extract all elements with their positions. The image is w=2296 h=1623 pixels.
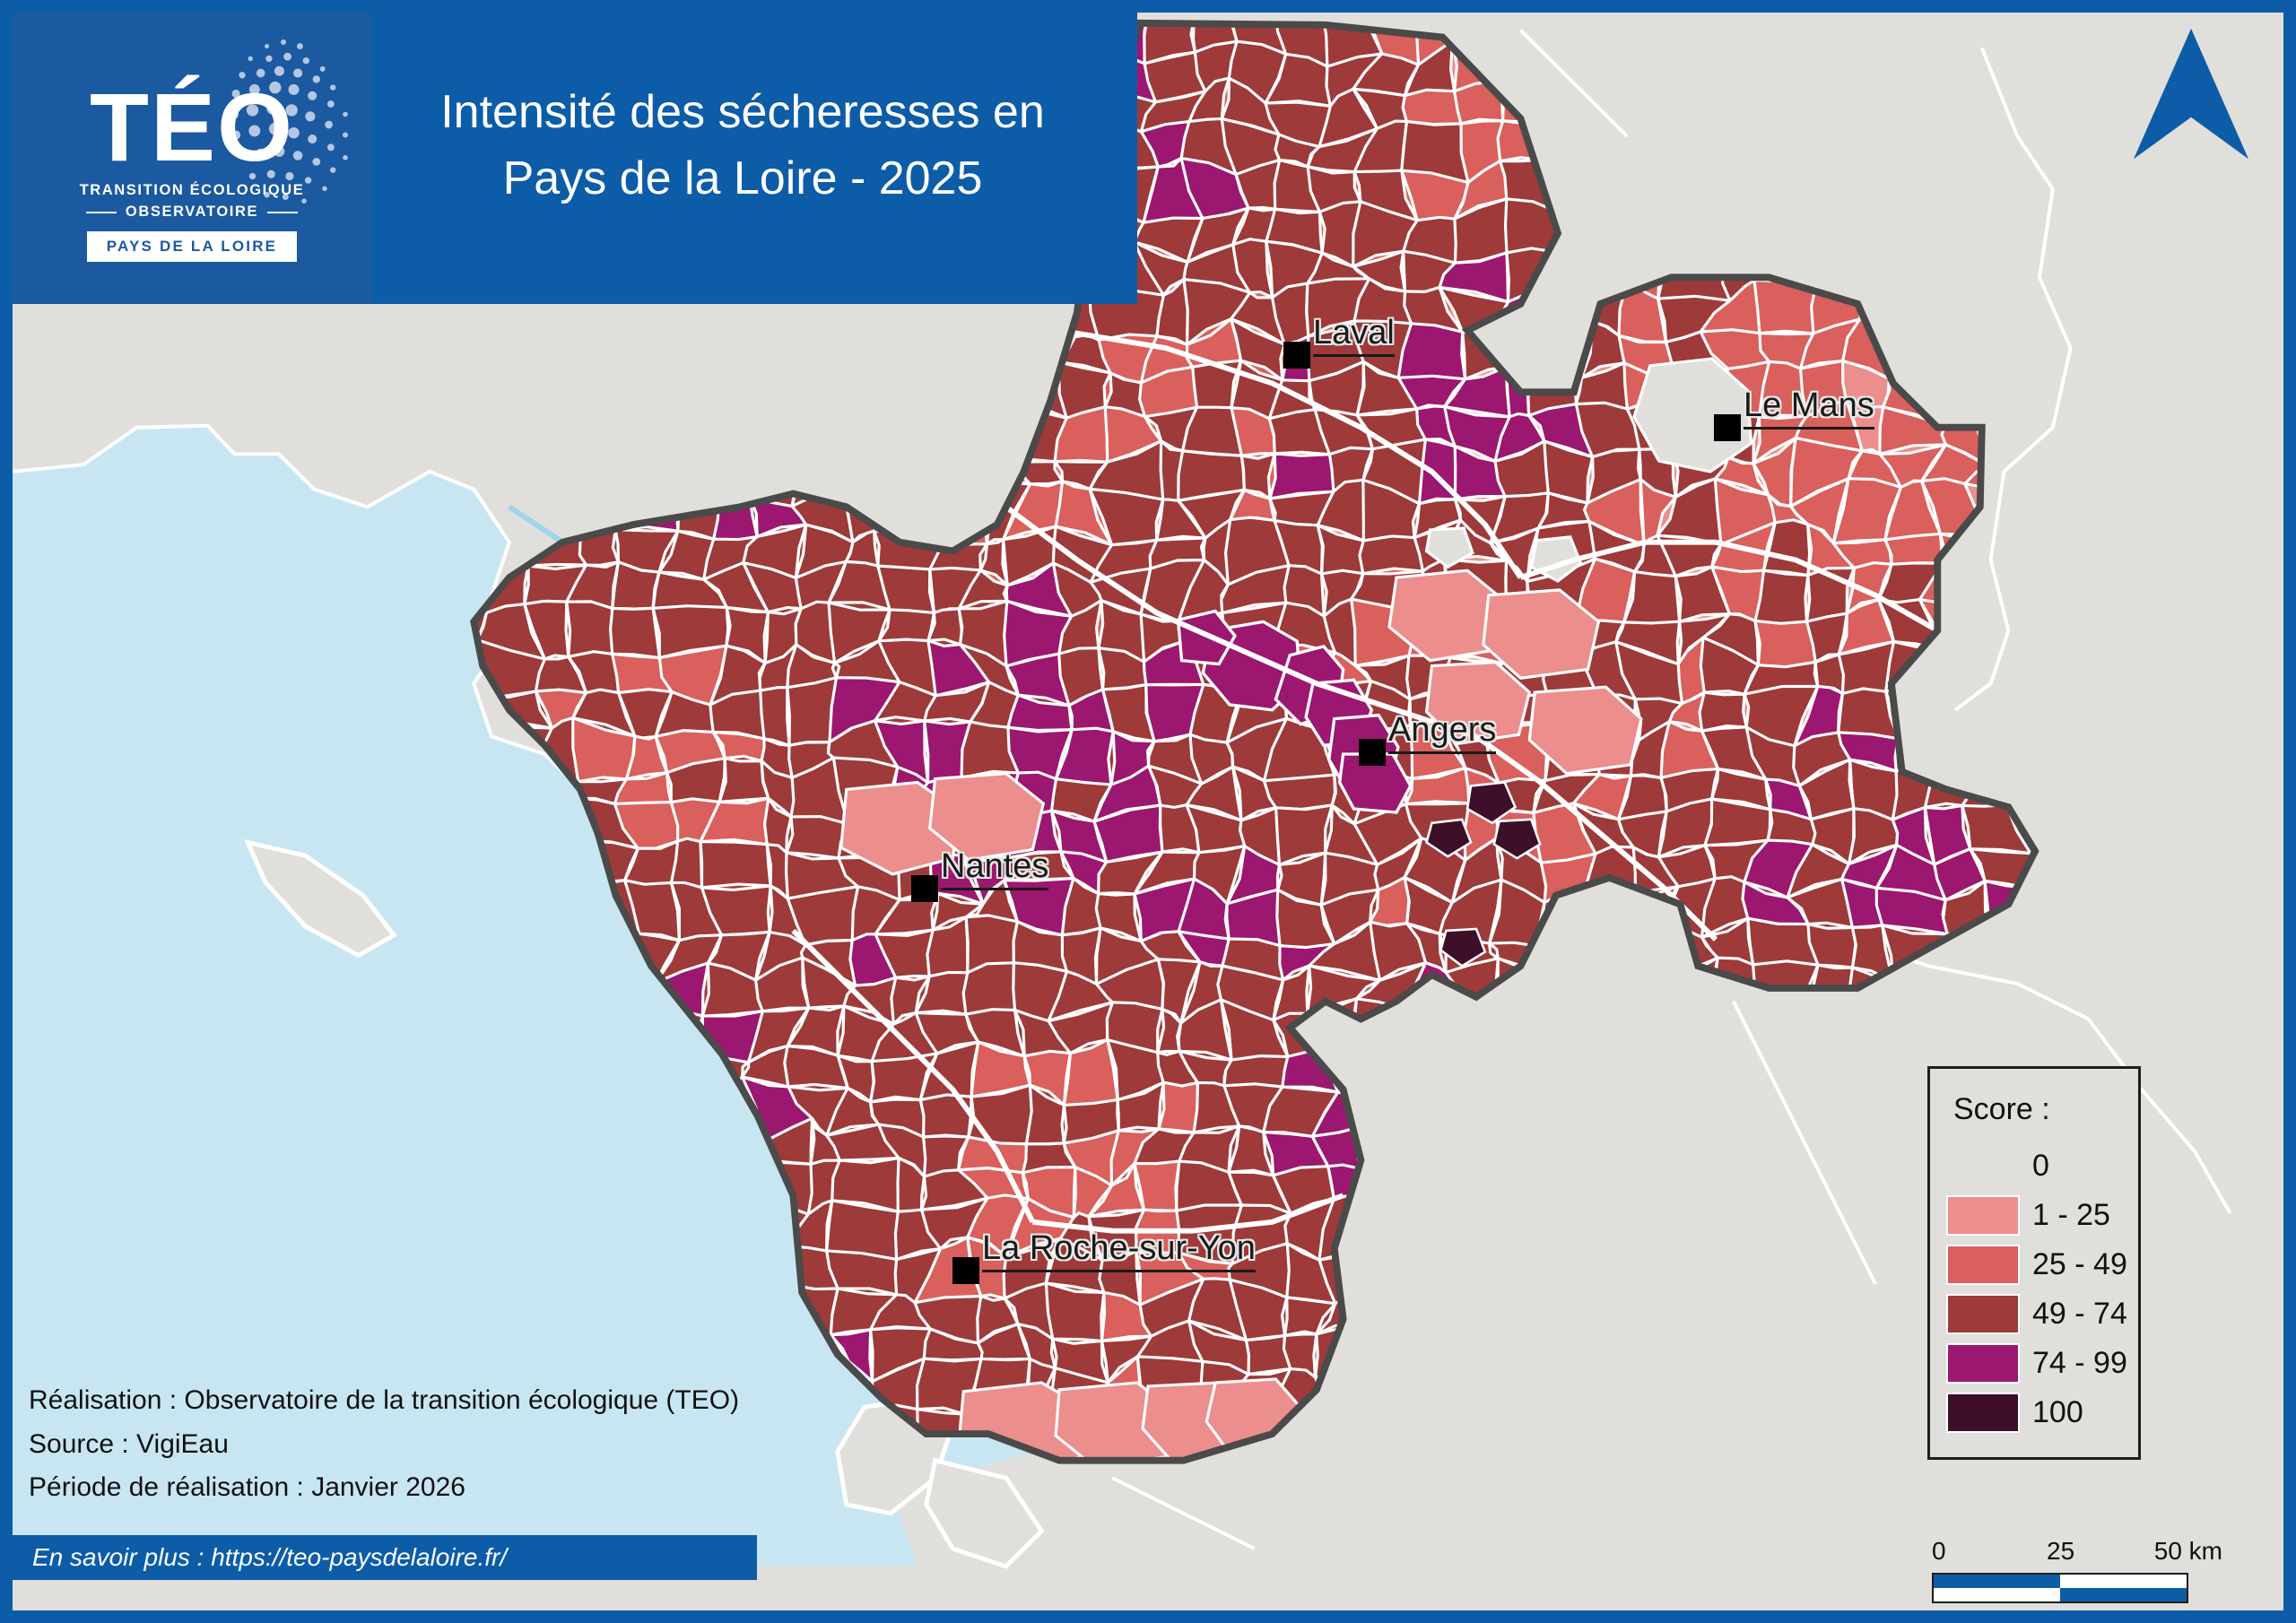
city-label: Laval [1313, 314, 1395, 357]
scale-tick-labels: 0 25 50 km [1932, 1537, 2222, 1573]
city-point-icon [952, 1257, 979, 1284]
logo-tagline-1: TRANSITION ÉCOLOGIQUE [79, 182, 305, 199]
legend-swatch [1946, 1146, 2020, 1186]
more-info-band[interactable]: En savoir plus : https://teo-paysdelaloi… [13, 1535, 757, 1580]
legend-label: 100 [2032, 1395, 2083, 1429]
credit-realisation: Réalisation : Observatoire de la transit… [29, 1385, 740, 1416]
teo-logo: TÉO TRANSITION ÉCOLOGIQUE OBSERVATOIRE P… [13, 13, 371, 304]
legend-swatch [1946, 1195, 2020, 1236]
scale-cell-1 [1934, 1575, 2060, 1588]
credit-periode: Période de réalisation : Janvier 2026 [29, 1472, 465, 1503]
scale-tick-50: 50 km [2153, 1537, 2222, 1565]
legend-panel[interactable]: Score : 0 1 - 25 25 - 49 49 - 74 74 - 99 100 [1927, 1066, 2141, 1460]
logo-rule-left [85, 211, 117, 213]
legend-swatch [1946, 1294, 2020, 1334]
scale-strip-bottom [1934, 1588, 2187, 1601]
scale-cell-4 [2060, 1588, 2187, 1601]
city-point-icon [1359, 739, 1386, 766]
scale-bar-graphic [1932, 1573, 2188, 1603]
scale-tick-0: 0 [1932, 1537, 1946, 1565]
legend-row[interactable]: 25 - 49 [1930, 1240, 2138, 1289]
legend-swatch [1946, 1343, 2020, 1384]
city-label: Angers [1388, 711, 1497, 754]
legend-row[interactable]: 1 - 25 [1930, 1191, 2138, 1240]
north-arrow-icon [2134, 28, 2248, 160]
city-label: Nantes [941, 847, 1049, 890]
legend-swatch [1946, 1393, 2020, 1433]
legend-label: 1 - 25 [2032, 1198, 2110, 1232]
legend-row[interactable]: 49 - 74 [1930, 1289, 2138, 1339]
legend-row[interactable]: 74 - 99 [1930, 1339, 2138, 1388]
legend-label: 74 - 99 [2032, 1346, 2127, 1380]
header-band: TÉO TRANSITION ÉCOLOGIQUE OBSERVATOIRE P… [13, 13, 1137, 304]
scale-strip-top [1934, 1575, 2187, 1588]
scale-tick-25: 25 [2047, 1537, 2075, 1565]
city-label: Le Mans [1744, 386, 1874, 430]
legend-title: Score : [1953, 1092, 2050, 1126]
title-line-2: Pays de la Loire - 2025 [502, 152, 983, 204]
legend-rows: 0 1 - 25 25 - 49 49 - 74 74 - 99 100 [1930, 1141, 2138, 1437]
scale-bar: 0 25 50 km [1932, 1537, 2222, 1603]
legend-label: 25 - 49 [2032, 1247, 2127, 1281]
legend-row[interactable]: 100 [1930, 1388, 2138, 1437]
logo-tagline-2: OBSERVATOIRE [85, 204, 299, 221]
halftone-dots-icon [229, 39, 348, 204]
scale-cell-2 [2060, 1575, 2187, 1588]
more-info-link[interactable]: En savoir plus : https://teo-paysdelaloi… [32, 1543, 508, 1571]
logo-tagline-2-text: OBSERVATOIRE [125, 204, 259, 221]
city-label: La Roche-sur-Yon [982, 1229, 1256, 1272]
poster-title: Intensité des sécheresses en Pays de la … [371, 13, 1137, 304]
legend-row[interactable]: 0 [1930, 1141, 2138, 1191]
logo-rule-right [267, 211, 299, 213]
city-point-icon [911, 875, 938, 902]
legend-swatch [1946, 1245, 2020, 1285]
scale-cell-3 [1934, 1588, 2060, 1601]
city-point-icon [1714, 414, 1741, 441]
logo-region-chip: PAYS DE LA LOIRE [86, 231, 298, 263]
legend-label: 0 [2032, 1149, 2049, 1183]
legend-label: 49 - 74 [2032, 1297, 2127, 1331]
city-point-icon [1283, 342, 1310, 369]
credits-block: Réalisation : Observatoire de la transit… [29, 1379, 739, 1510]
mid-corridor-cells [839, 568, 1643, 876]
logo-wordmark: TÉO [89, 72, 294, 181]
credit-source: Source : VigiEau [29, 1428, 229, 1459]
title-line-1: Intensité des sécheresses en [440, 85, 1045, 138]
